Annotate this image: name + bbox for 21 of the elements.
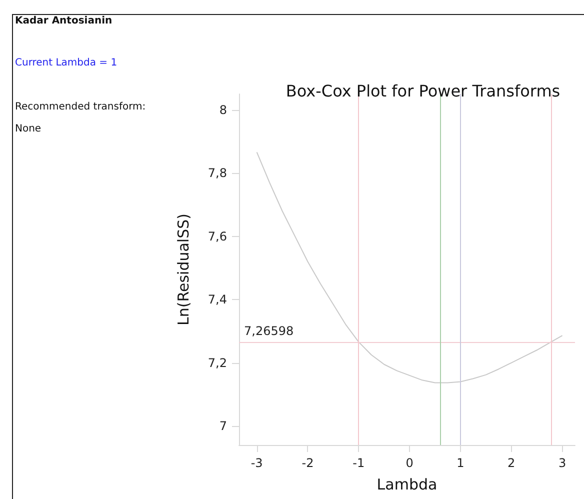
y-axis-title: Ln(ResidualSS) xyxy=(174,214,192,326)
x-tick-label: 0 xyxy=(406,456,414,470)
y-tick-label: 7 xyxy=(219,419,227,434)
y-tick-label: 8 xyxy=(219,102,227,117)
y-tick-label: 7,6 xyxy=(208,229,227,244)
x-tick-label: -2 xyxy=(302,456,314,470)
text: Kadar Antosianin xyxy=(15,16,112,26)
text: Current Lambda = 1 xyxy=(15,58,118,68)
ref-line-label: 7,26598 xyxy=(244,324,294,338)
x-axis-title: Lambda xyxy=(376,476,438,494)
x-tick-label: -1 xyxy=(352,456,365,470)
x-tick-label: -3 xyxy=(250,456,263,470)
y-tick-label: 7,2 xyxy=(208,356,227,370)
y-tick-label: 7,8 xyxy=(208,166,227,180)
y-tick-label: 7,4 xyxy=(208,292,227,307)
x-tick-label: 2 xyxy=(508,456,516,470)
x-tick-label: 1 xyxy=(456,456,464,470)
x-tick-label: 3 xyxy=(558,456,566,470)
text: Recommended transform: xyxy=(15,102,146,112)
text: None xyxy=(15,124,42,134)
chart-title: Box-Cox Plot for Power Transforms xyxy=(286,82,560,100)
